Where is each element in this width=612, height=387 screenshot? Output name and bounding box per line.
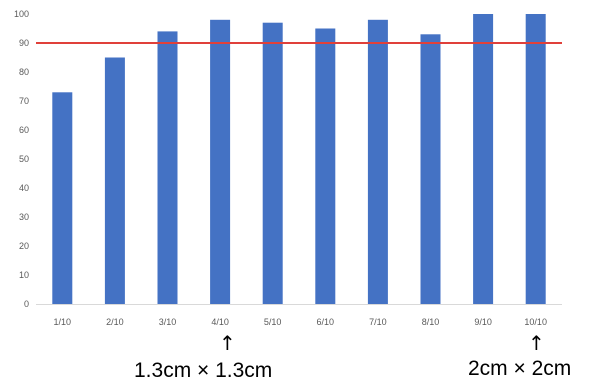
- bar: [262, 22, 283, 304]
- annotation-arrow-1: ↑: [219, 331, 236, 355]
- bar: [157, 31, 178, 305]
- bars: [52, 14, 546, 305]
- y-tick-label: 0: [24, 299, 29, 309]
- x-tick-label: 8/10: [422, 317, 440, 327]
- x-tick-label: 5/10: [264, 317, 282, 327]
- y-tick-label: 90: [19, 38, 29, 48]
- bar: [420, 34, 441, 305]
- x-tick-label: 6/10: [317, 317, 335, 327]
- y-tick-label: 50: [19, 154, 29, 164]
- x-tick-label: 2/10: [106, 317, 124, 327]
- x-tick-label: 9/10: [474, 317, 492, 327]
- y-tick-label: 80: [19, 67, 29, 77]
- y-tick-label: 30: [19, 212, 29, 222]
- y-tick-label: 60: [19, 125, 29, 135]
- y-tick-label: 40: [19, 183, 29, 193]
- bar: [367, 19, 388, 305]
- bar: [210, 19, 231, 305]
- bar: [52, 92, 73, 304]
- y-axis-ticks: 0 10 20 30 40 50 60 70 80 90 100: [14, 9, 29, 309]
- x-tick-label: 7/10: [369, 317, 387, 327]
- x-tick-label: 1/10: [54, 317, 72, 327]
- x-tick-label: 4/10: [211, 317, 229, 327]
- bar: [473, 14, 494, 304]
- y-tick-label: 100: [14, 9, 29, 19]
- x-axis-ticks: 1/10 2/10 3/10 4/10 5/10 6/10 7/10 8/10 9/10 10/1…: [54, 317, 547, 327]
- x-tick-label: 10/10: [524, 317, 547, 327]
- annotation-label-2: 2cm × 2cm: [468, 357, 572, 380]
- bar: [525, 14, 546, 304]
- x-tick-label: 3/10: [159, 317, 177, 327]
- bar: [315, 28, 336, 304]
- y-tick-label: 10: [19, 270, 29, 280]
- annotation-label-1: 1.3cm × 1.3cm: [134, 359, 273, 382]
- bar: [104, 57, 125, 304]
- y-tick-label: 20: [19, 241, 29, 251]
- annotation-arrow-2: ↑: [528, 331, 545, 355]
- y-tick-label: 70: [19, 96, 29, 106]
